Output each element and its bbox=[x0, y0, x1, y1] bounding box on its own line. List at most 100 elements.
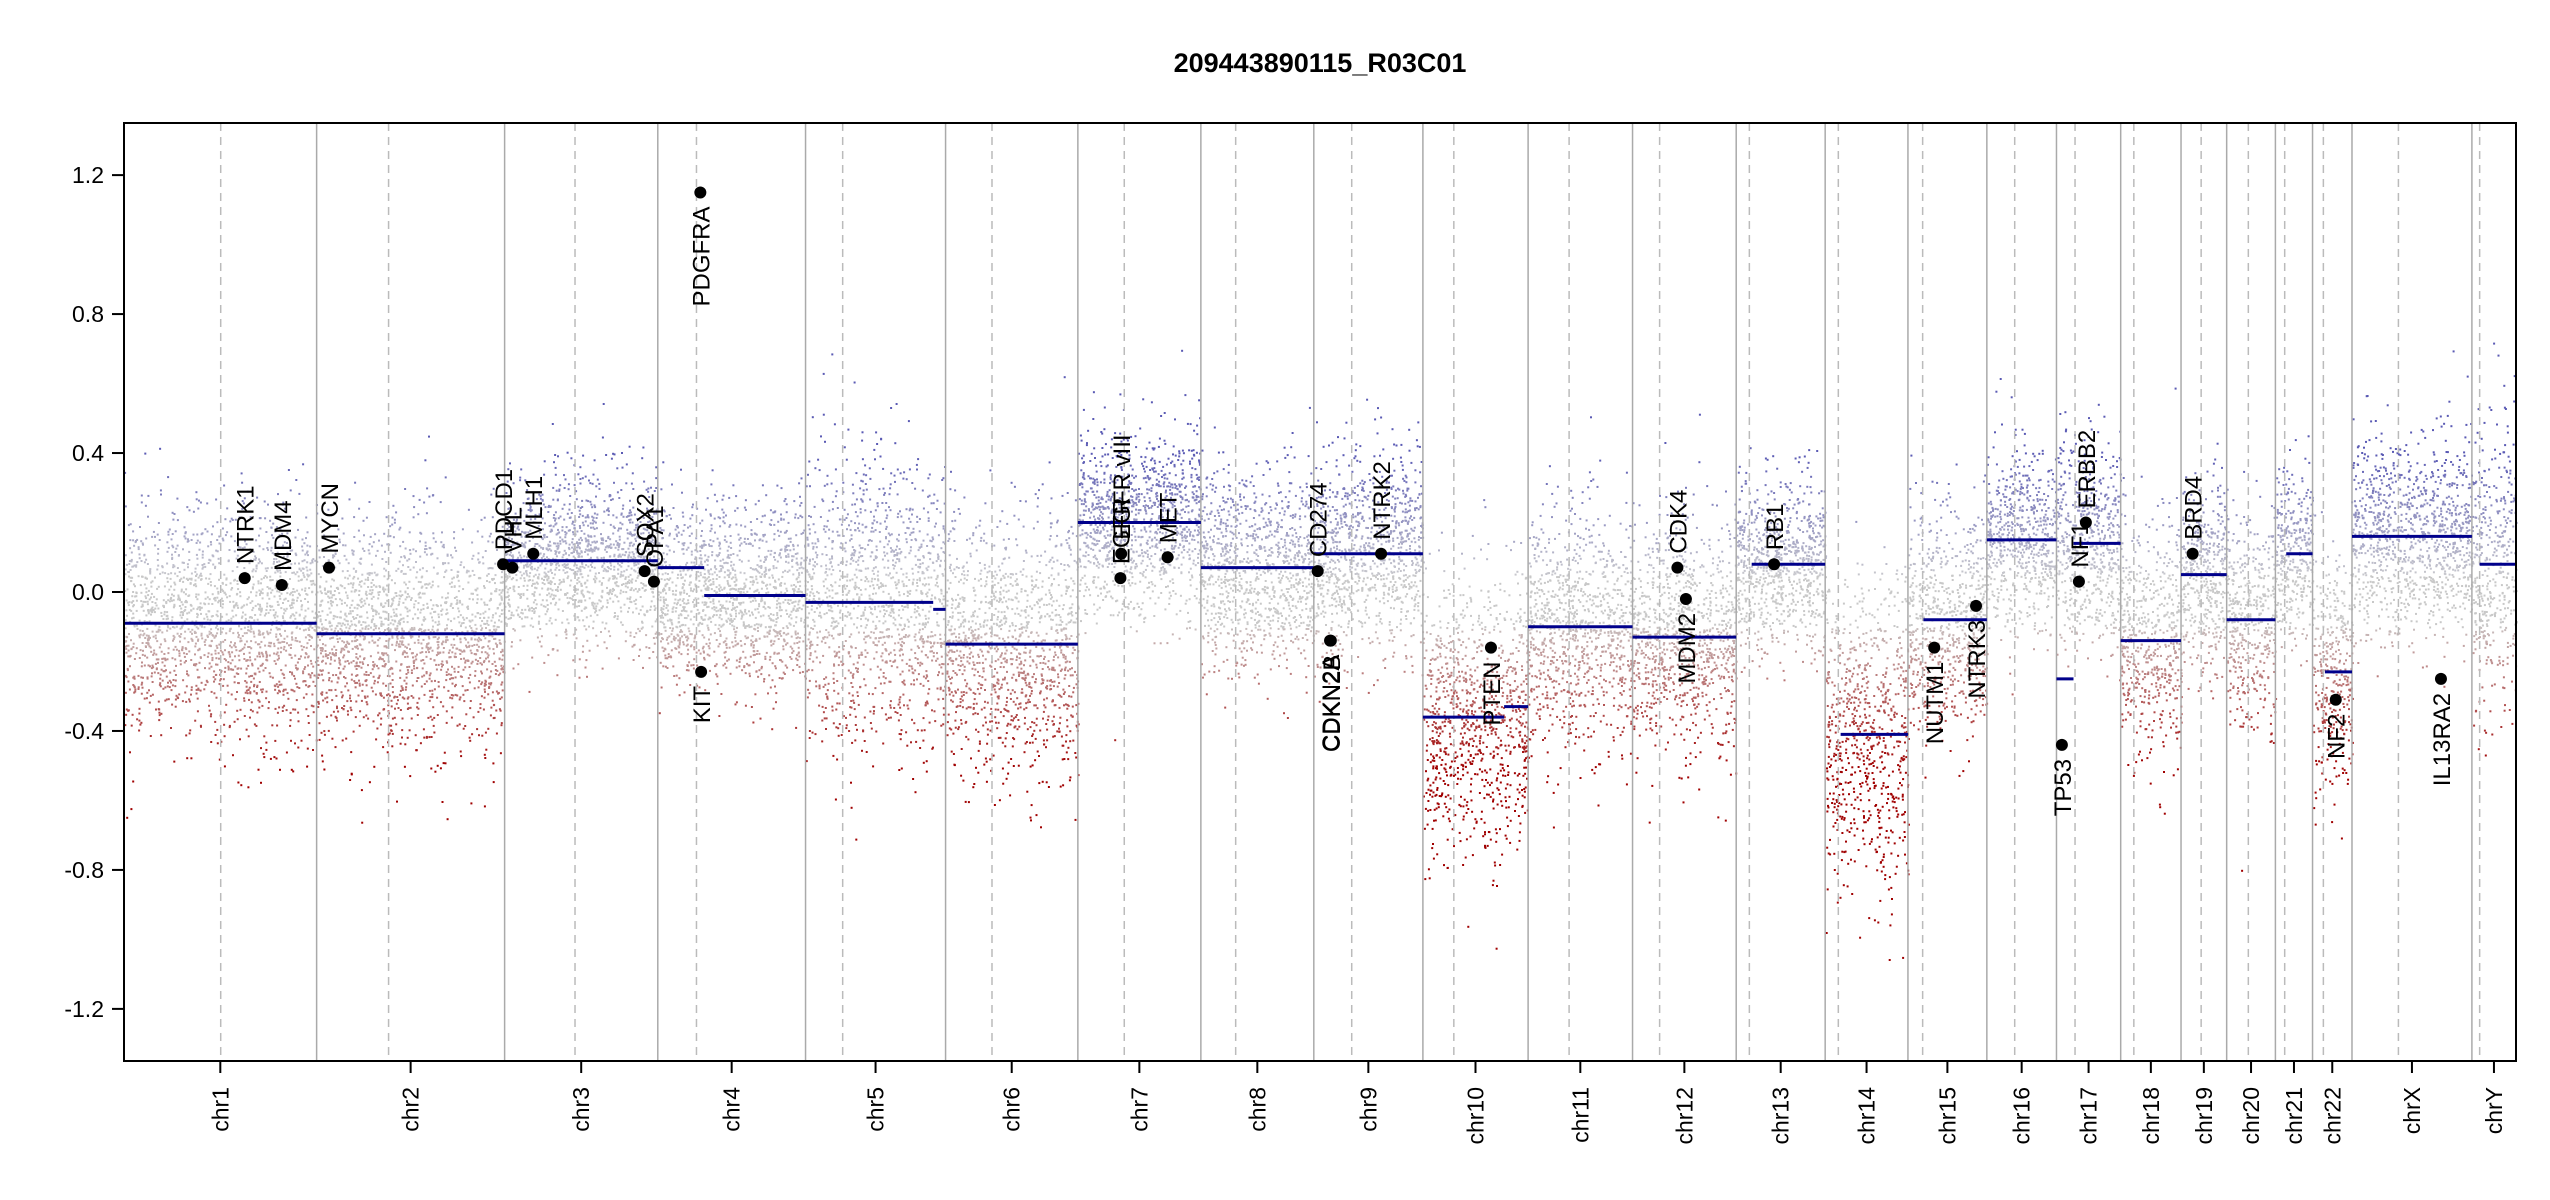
probe-point bbox=[258, 681, 261, 683]
probe-point bbox=[401, 687, 404, 690]
probe-point bbox=[361, 821, 364, 824]
probe-point bbox=[380, 717, 383, 720]
probe-point bbox=[424, 629, 427, 632]
probe-point bbox=[634, 537, 637, 540]
probe-point bbox=[515, 609, 518, 612]
probe-point bbox=[413, 628, 416, 631]
probe-point bbox=[256, 618, 259, 621]
probe-point bbox=[199, 689, 202, 692]
probe-point bbox=[261, 592, 264, 595]
probe-point bbox=[278, 657, 280, 660]
probe-point bbox=[386, 594, 389, 597]
probe-point bbox=[280, 669, 283, 672]
probe-point bbox=[462, 616, 465, 619]
probe-point bbox=[601, 667, 604, 670]
probe-point bbox=[609, 597, 612, 600]
probe-point bbox=[331, 648, 334, 651]
probe-point bbox=[326, 696, 329, 699]
probe-point bbox=[494, 665, 497, 667]
probe-point bbox=[372, 608, 375, 611]
probe-point bbox=[579, 466, 582, 469]
probe-point bbox=[617, 585, 620, 588]
probe-point bbox=[749, 580, 752, 583]
probe-point bbox=[718, 576, 721, 578]
probe-point bbox=[351, 586, 354, 589]
probe-point bbox=[305, 684, 308, 687]
probe-point bbox=[383, 605, 386, 608]
probe-point bbox=[504, 586, 507, 589]
probe-point bbox=[336, 681, 339, 684]
probe-point bbox=[275, 653, 278, 656]
probe-point bbox=[536, 543, 539, 545]
probe-point bbox=[138, 707, 141, 710]
probe-point bbox=[535, 587, 538, 590]
probe-point bbox=[406, 666, 409, 669]
probe-point bbox=[371, 589, 374, 592]
probe-point bbox=[577, 555, 580, 558]
probe-point bbox=[234, 578, 236, 581]
probe-point bbox=[359, 562, 362, 565]
probe-point bbox=[264, 517, 267, 520]
probe-point bbox=[453, 644, 456, 646]
probe-point bbox=[233, 644, 236, 647]
probe-point bbox=[596, 556, 599, 559]
probe-point bbox=[301, 648, 304, 651]
probe-point bbox=[591, 566, 593, 568]
probe-point bbox=[416, 653, 418, 656]
probe-point bbox=[541, 577, 543, 580]
probe-point bbox=[406, 615, 409, 618]
probe-point bbox=[626, 586, 629, 589]
probe-point bbox=[435, 654, 438, 657]
probe-point bbox=[234, 646, 237, 649]
probe-point bbox=[441, 596, 444, 599]
probe-point bbox=[572, 599, 574, 601]
probe-point bbox=[640, 627, 643, 630]
probe-point bbox=[558, 551, 560, 554]
probe-point bbox=[598, 487, 601, 490]
probe-point bbox=[202, 566, 205, 569]
probe-point bbox=[620, 527, 622, 530]
probe-point bbox=[531, 606, 533, 609]
probe-point bbox=[377, 612, 380, 615]
probe-point bbox=[628, 532, 631, 535]
probe-point bbox=[372, 675, 375, 678]
probe-point bbox=[335, 634, 338, 637]
probe-point bbox=[167, 573, 170, 576]
probe-point bbox=[415, 576, 418, 579]
probe-point bbox=[160, 615, 163, 618]
probe-point bbox=[360, 623, 363, 626]
probe-point bbox=[410, 672, 413, 674]
probe-point bbox=[494, 637, 497, 640]
probe-point bbox=[650, 525, 653, 528]
probe-point bbox=[158, 708, 161, 711]
probe-point bbox=[159, 489, 162, 492]
probe-point bbox=[453, 585, 456, 588]
probe-point bbox=[378, 627, 380, 630]
probe-point bbox=[481, 535, 484, 538]
probe-point bbox=[354, 682, 357, 684]
probe-point bbox=[391, 597, 394, 600]
probe-point bbox=[213, 692, 216, 695]
probe-point bbox=[132, 583, 135, 586]
probe-point bbox=[612, 514, 615, 517]
probe-point bbox=[431, 580, 434, 583]
probe-point bbox=[580, 573, 583, 576]
probe-point bbox=[606, 545, 609, 548]
probe-point bbox=[520, 593, 523, 596]
probe-point bbox=[483, 586, 486, 589]
probe-point bbox=[653, 573, 656, 576]
probe-point bbox=[500, 668, 503, 671]
probe-point bbox=[211, 656, 214, 659]
probe-point bbox=[751, 544, 754, 547]
probe-point bbox=[613, 453, 616, 456]
probe-point bbox=[241, 500, 244, 503]
probe-point bbox=[412, 656, 414, 659]
probe-point bbox=[600, 533, 602, 536]
probe-point bbox=[165, 675, 168, 678]
probe-point bbox=[549, 569, 552, 572]
probe-point bbox=[199, 607, 202, 610]
probe-point bbox=[396, 625, 399, 627]
probe-point bbox=[307, 627, 310, 630]
probe-point bbox=[296, 596, 299, 599]
probe-point bbox=[161, 679, 164, 682]
